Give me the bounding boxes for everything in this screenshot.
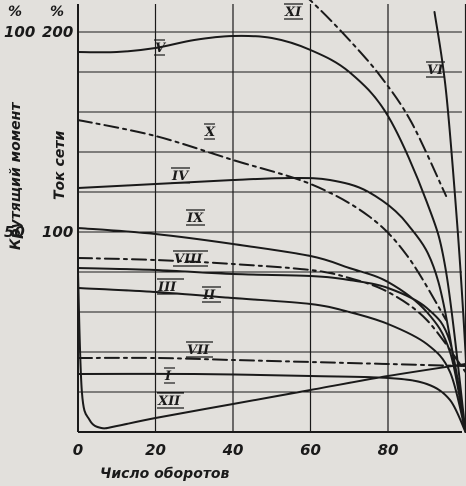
curve-label-iv: IV (171, 169, 190, 184)
curve-label-viii: VIII (174, 252, 203, 267)
y-axis-title-torque: Крутящий момент (8, 102, 24, 250)
curve-xii (77, 271, 466, 430)
curve-label-vii: VII (187, 343, 210, 358)
curve-viii (77, 257, 466, 373)
tick-labels: 0 20 40 60 80 100 50 200 100 (4, 23, 398, 459)
curves (77, 0, 466, 433)
x-tick-label: 80 (378, 441, 399, 459)
y-tick-label-current: 200 (42, 23, 73, 41)
curve-label-iii: III (157, 280, 177, 295)
curve-i (77, 372, 466, 433)
curve-label-x: X (204, 125, 216, 140)
curve-label-xii: XII (157, 394, 181, 409)
curve-iii (77, 267, 466, 433)
y-unit-label-torque: % (8, 4, 22, 20)
x-tick-label: 60 (300, 441, 321, 459)
x-tick-label: 20 (145, 441, 166, 459)
curve-label-ix: IX (186, 211, 204, 226)
curve-label-ii: II (202, 288, 216, 303)
grid (77, 4, 466, 432)
curve-label-v: V (155, 41, 167, 56)
y-tick-label-current: 100 (42, 223, 73, 241)
y-tick-label-torque: 50 (4, 223, 25, 241)
curve-ii (77, 287, 466, 433)
axes (77, 4, 462, 433)
curve-vii (77, 356, 466, 367)
curve-vi (433, 11, 466, 381)
y-unit-label-current: % (50, 4, 64, 20)
x-tick-label: 40 (222, 441, 244, 459)
curve-label-xi: XI (284, 5, 302, 20)
curve-x (77, 119, 448, 321)
curve-xi (308, 0, 448, 197)
y-axis-title-current: Ток сети (52, 131, 68, 200)
curve-label-i: I (164, 369, 172, 384)
y-tick-label-torque: 100 (4, 23, 35, 41)
x-tick-label: 0 (73, 441, 83, 459)
curve-label-vi: VI (427, 63, 444, 78)
curve-v (77, 34, 466, 433)
curve-ix (77, 227, 466, 433)
x-axis-title: Число оборотов (100, 466, 230, 482)
